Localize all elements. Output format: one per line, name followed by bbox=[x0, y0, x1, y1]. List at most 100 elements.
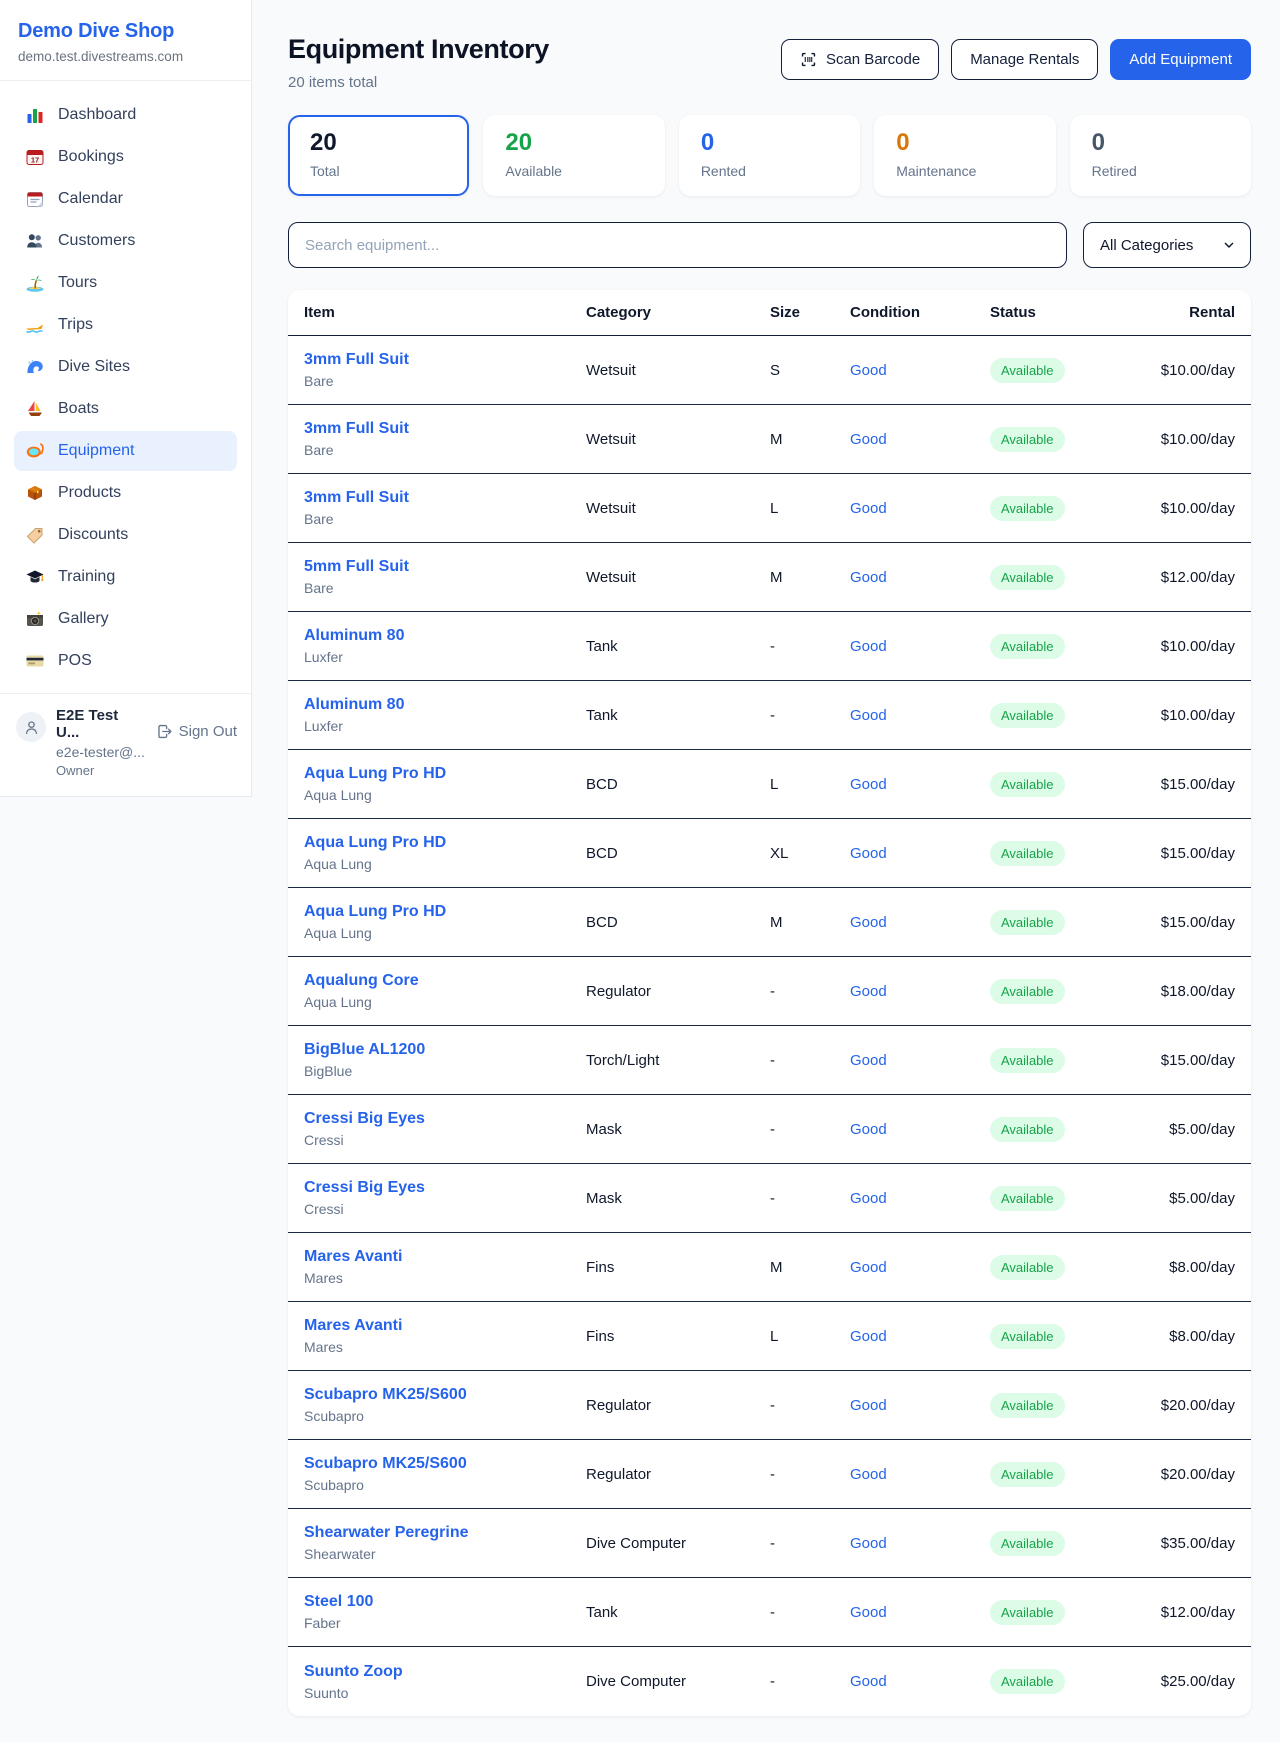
sidebar-item-discounts[interactable]: Discounts bbox=[14, 515, 237, 555]
condition-link[interactable]: Good bbox=[850, 1327, 887, 1345]
status-badge: Available bbox=[990, 1254, 1065, 1280]
column-header-condition: Condition bbox=[850, 304, 920, 322]
item-name-link[interactable]: Shearwater Peregrine bbox=[304, 1524, 469, 1542]
stat-card-available[interactable]: 20 Available bbox=[483, 115, 665, 197]
condition-cell: Good bbox=[850, 1673, 990, 1690]
sidebar-item-bookings[interactable]: 17 Bookings bbox=[14, 137, 237, 177]
sidebar-item-products[interactable]: Products bbox=[14, 473, 237, 513]
stat-card-maintenance[interactable]: 0 Maintenance bbox=[874, 115, 1056, 197]
item-name-link[interactable]: Suunto Zoop bbox=[304, 1662, 403, 1680]
item-name-link[interactable]: Aqua Lung Pro HD bbox=[304, 765, 447, 783]
stat-card-rented[interactable]: 0 Rented bbox=[678, 115, 861, 197]
sidebar-item-label: Products bbox=[58, 484, 122, 501]
equipment-table: Item Category Size Condition Status Rental 3m… bbox=[288, 290, 1251, 1717]
item-name-link[interactable]: 5mm Full Suit bbox=[304, 558, 409, 576]
sidebar-item-label: Equipment bbox=[58, 442, 135, 459]
item-name-link[interactable]: Aqua Lung Pro HD bbox=[304, 903, 447, 921]
item-name-link[interactable]: Aqualung Core bbox=[304, 972, 419, 990]
item-brand: Bare bbox=[304, 442, 334, 459]
sidebar-item-dive-sites[interactable]: Dive Sites bbox=[14, 347, 237, 387]
brand-domain: demo.test.divestreams.com bbox=[18, 49, 184, 64]
sidebar-item-gallery[interactable]: Gallery bbox=[14, 599, 237, 639]
stat-value: 0 bbox=[700, 129, 715, 156]
stat-label: Retired bbox=[1091, 163, 1137, 180]
item-name-link[interactable]: Aluminum 80 bbox=[304, 627, 405, 645]
status-badge: Available bbox=[990, 1392, 1065, 1418]
sidebar-item-equipment[interactable]: Equipment bbox=[14, 431, 237, 471]
sidebar-item-calendar[interactable]: Calendar bbox=[14, 179, 237, 219]
item-name-link[interactable]: 3mm Full Suit bbox=[304, 351, 409, 369]
table-row: Aqua Lung Pro HD Aqua Lung BCD L Good Availab… bbox=[288, 750, 1251, 820]
condition-link[interactable]: Good bbox=[850, 1258, 887, 1276]
condition-link[interactable]: Good bbox=[850, 1465, 887, 1483]
condition-link[interactable]: Good bbox=[850, 1673, 887, 1691]
sidebar-item-dashboard[interactable]: Dashboard bbox=[14, 95, 237, 135]
category-cell: Tank bbox=[586, 706, 618, 724]
condition-cell: Good bbox=[850, 569, 990, 586]
condition-link[interactable]: Good bbox=[850, 1534, 887, 1552]
item-name-link[interactable]: Aluminum 80 bbox=[304, 696, 405, 714]
item-name-link[interactable]: 3mm Full Suit bbox=[304, 489, 409, 507]
condition-link[interactable]: Good bbox=[850, 706, 887, 724]
item-name-link[interactable]: 3mm Full Suit bbox=[304, 420, 409, 438]
scan-barcode-button[interactable]: Scan Barcode bbox=[780, 39, 940, 80]
condition-link[interactable]: Good bbox=[850, 1396, 887, 1414]
condition-link[interactable]: Good bbox=[850, 913, 887, 931]
item-cell: 3mm Full Suit Bare bbox=[304, 351, 586, 389]
condition-link[interactable]: Good bbox=[850, 568, 887, 586]
condition-link[interactable]: Good bbox=[850, 430, 887, 448]
size-cell: - bbox=[770, 1465, 775, 1483]
condition-link[interactable]: Good bbox=[850, 1603, 887, 1621]
item-name-link[interactable]: Cressi Big Eyes bbox=[304, 1179, 425, 1197]
sidebar-item-label: Calendar bbox=[58, 190, 123, 207]
item-name-link[interactable]: Aqua Lung Pro HD bbox=[304, 834, 447, 852]
item-cell: Scubapro MK25/S600 Scubapro bbox=[304, 1455, 586, 1493]
condition-link[interactable]: Good bbox=[850, 1189, 887, 1207]
condition-link[interactable]: Good bbox=[850, 982, 887, 1000]
sign-out-button[interactable]: Sign Out bbox=[156, 723, 237, 740]
size-cell: - bbox=[770, 1189, 775, 1207]
condition-link[interactable]: Good bbox=[850, 1120, 887, 1138]
table-row: 3mm Full Suit Bare Wetsuit S Good Available $1… bbox=[288, 336, 1251, 406]
rental-cell: $20.00/day bbox=[1160, 1465, 1235, 1483]
sidebar-item-boats[interactable]: Boats bbox=[14, 389, 237, 429]
sidebar-item-training[interactable]: Training bbox=[14, 557, 237, 597]
brand-name[interactable]: Demo Dive Shop bbox=[18, 20, 175, 42]
condition-link[interactable]: Good bbox=[850, 1051, 887, 1069]
stat-label: Available bbox=[505, 163, 562, 180]
page-title-block: Equipment Inventory 20 items total bbox=[288, 34, 549, 91]
condition-cell: Good bbox=[850, 362, 990, 379]
item-cell: Scubapro MK25/S600 Scubapro bbox=[304, 1386, 586, 1424]
condition-link[interactable]: Good bbox=[850, 775, 887, 793]
item-name-link[interactable]: Mares Avanti bbox=[304, 1317, 403, 1335]
item-brand: Aqua Lung bbox=[304, 787, 372, 804]
table-row: Cressi Big Eyes Cressi Mask - Good Available $… bbox=[288, 1164, 1251, 1234]
item-name-link[interactable]: Scubapro MK25/S600 bbox=[304, 1386, 467, 1404]
item-name-link[interactable]: Cressi Big Eyes bbox=[304, 1110, 425, 1128]
add-equipment-button[interactable]: Add Equipment bbox=[1110, 39, 1251, 80]
condition-link[interactable]: Good bbox=[850, 637, 887, 655]
item-name-link[interactable]: Scubapro MK25/S600 bbox=[304, 1455, 467, 1473]
category-cell: Wetsuit bbox=[586, 361, 636, 379]
manage-rentals-button[interactable]: Manage Rentals bbox=[951, 39, 1099, 80]
graduation-cap-icon bbox=[25, 567, 45, 587]
scan-barcode-label: Scan Barcode bbox=[825, 51, 921, 68]
search-input[interactable] bbox=[288, 222, 1067, 269]
sidebar-item-trips[interactable]: Trips bbox=[14, 305, 237, 345]
user-name: E2E Test U... bbox=[56, 707, 119, 741]
condition-link[interactable]: Good bbox=[850, 361, 887, 379]
sidebar-item-tours[interactable]: Tours bbox=[14, 263, 237, 303]
item-name-link[interactable]: Steel 100 bbox=[304, 1593, 374, 1611]
sidebar-item-customers[interactable]: Customers bbox=[14, 221, 237, 261]
stat-value: 0 bbox=[896, 129, 910, 156]
status-cell: Available bbox=[990, 633, 1130, 659]
item-name-link[interactable]: BigBlue AL1200 bbox=[304, 1041, 426, 1059]
item-brand: Scubapro bbox=[304, 1477, 364, 1494]
condition-link[interactable]: Good bbox=[850, 844, 887, 862]
condition-link[interactable]: Good bbox=[850, 499, 887, 517]
item-name-link[interactable]: Mares Avanti bbox=[304, 1248, 403, 1266]
category-filter-select[interactable]: All Categories bbox=[1083, 222, 1251, 269]
sidebar-item-pos[interactable]: POS bbox=[14, 641, 237, 681]
stat-card-retired[interactable]: 0 Retired bbox=[1069, 115, 1252, 197]
stat-card-total[interactable]: 20 Total bbox=[288, 115, 470, 197]
